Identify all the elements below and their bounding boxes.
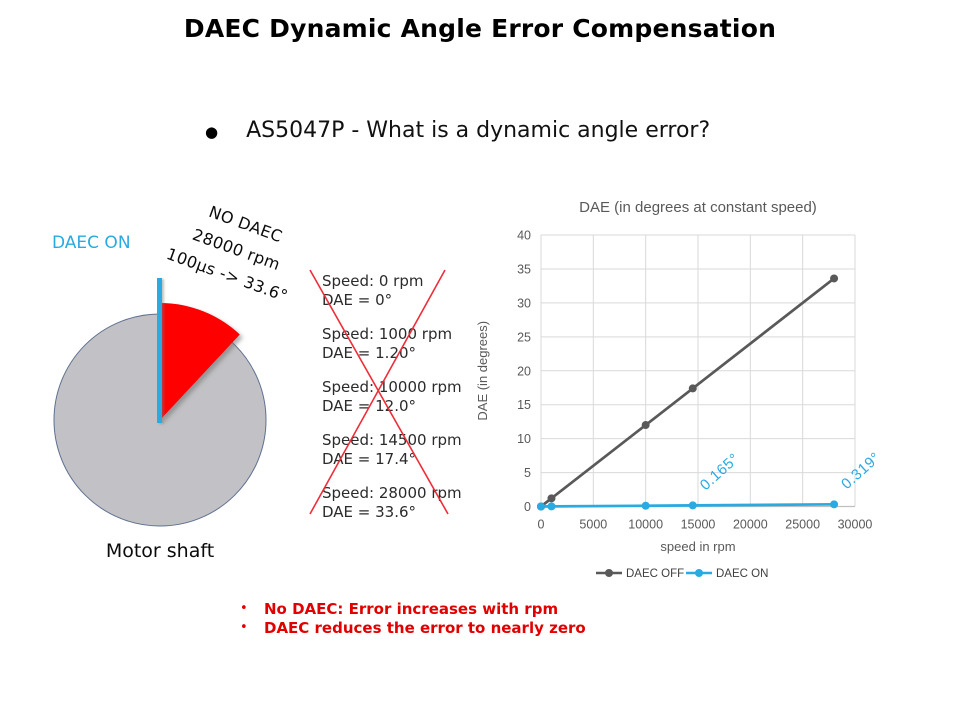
svg-text:10000: 10000 bbox=[628, 518, 663, 532]
conclusion-row: • DAEC reduces the error to nearly zero bbox=[240, 619, 586, 638]
error-wedge bbox=[160, 303, 240, 420]
svg-text:5000: 5000 bbox=[579, 518, 607, 532]
svg-text:30000: 30000 bbox=[838, 518, 873, 532]
svg-text:10: 10 bbox=[517, 432, 531, 446]
svg-text:0.319°: 0.319° bbox=[838, 449, 884, 493]
subtitle-bullet-row: ● AS5047P - What is a dynamic angle erro… bbox=[205, 118, 710, 143]
daec-on-label: DAEC ON bbox=[52, 233, 131, 253]
conclusion-text: No DAEC: Error increases with rpm bbox=[264, 600, 559, 618]
bullet-dot-icon: ● bbox=[205, 123, 219, 141]
svg-text:speed in rpm: speed in rpm bbox=[660, 539, 735, 554]
svg-text:0.165°: 0.165° bbox=[697, 450, 743, 494]
cross-out-x bbox=[309, 269, 449, 515]
svg-text:20: 20 bbox=[517, 364, 531, 378]
svg-text:25000: 25000 bbox=[785, 518, 820, 532]
svg-text:DAEC ON: DAEC ON bbox=[716, 568, 768, 580]
svg-text:0: 0 bbox=[538, 518, 545, 532]
svg-text:DAE (in degrees at constant sp: DAE (in degrees at constant speed) bbox=[579, 199, 817, 216]
svg-text:DAE (in degrees): DAE (in degrees) bbox=[475, 321, 490, 421]
cross-line-1 bbox=[309, 269, 449, 515]
svg-text:15000: 15000 bbox=[681, 518, 716, 532]
svg-text:40: 40 bbox=[517, 229, 531, 243]
dae-chart: 0 5000 10000 15000 20000 25000 30000 0 5 10 15 20 25… bbox=[455, 195, 900, 595]
svg-text:30: 30 bbox=[517, 296, 531, 310]
motor-shaft-graphic bbox=[53, 278, 267, 527]
svg-text:15: 15 bbox=[517, 398, 531, 412]
svg-text:DAEC OFF: DAEC OFF bbox=[626, 568, 684, 580]
svg-text:25: 25 bbox=[517, 330, 531, 344]
conclusion-text: DAEC reduces the error to nearly zero bbox=[264, 619, 586, 637]
svg-text:20000: 20000 bbox=[733, 518, 768, 532]
bullet-dot-icon: • bbox=[240, 601, 248, 616]
page-title: DAEC Dynamic Angle Error Compensation bbox=[183, 14, 777, 43]
conclusion-row: • No DAEC: Error increases with rpm bbox=[240, 600, 586, 619]
dae-chart-svg: 0 5000 10000 15000 20000 25000 30000 0 5 10 15 20 25… bbox=[475, 199, 884, 580]
conclusions: • No DAEC: Error increases with rpm • DA… bbox=[240, 600, 586, 638]
svg-text:5: 5 bbox=[524, 466, 531, 480]
motor-shaft-diagram: DAEC ON NO DAEC 28000 rpm 100µs -> 33.6°… bbox=[20, 195, 320, 575]
speed-dae-item: Speed: 28000 rpm DAE = 33.6° bbox=[322, 484, 462, 521]
speed-dae-item: Speed: 0 rpm DAE = 0° bbox=[322, 272, 424, 309]
speed-dae-item: Speed: 1000 rpm DAE = 1.20° bbox=[322, 325, 453, 362]
bullet-dot-icon: • bbox=[240, 620, 248, 635]
speed-dae-item: Speed: 14500 rpm DAE = 17.4° bbox=[322, 431, 462, 468]
cross-line-2 bbox=[309, 269, 446, 515]
speed-dae-item: Speed: 10000 rpm DAE = 12.0° bbox=[322, 378, 462, 415]
motor-shaft-caption: Motor shaft bbox=[105, 540, 215, 562]
speed-dae-list: Speed: 0 rpm DAE = 0° Speed: 1000 rpm DAE =… bbox=[322, 264, 482, 537]
svg-text:0: 0 bbox=[524, 500, 531, 514]
svg-text:35: 35 bbox=[517, 262, 531, 276]
subtitle-text: AS5047P - What is a dynamic angle error? bbox=[246, 118, 711, 143]
